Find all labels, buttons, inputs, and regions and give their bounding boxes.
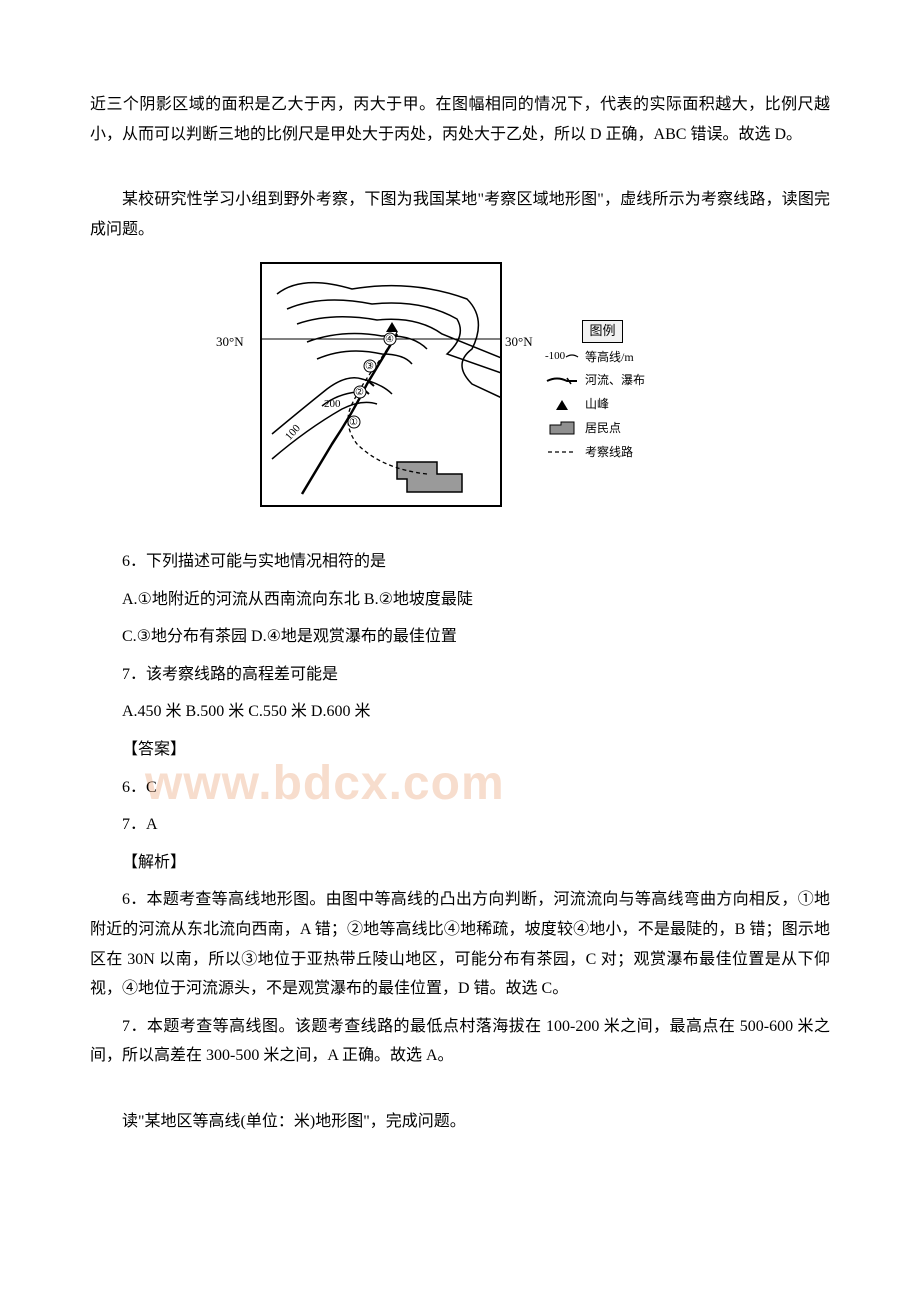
question-6: 6．下列描述可能与实地情况相符的是	[90, 547, 830, 577]
latitude-label-right: 30°N	[505, 330, 533, 354]
legend-route-text: 考察线路	[585, 444, 633, 461]
answer-7: 7．A	[90, 810, 830, 840]
explain-heading: 【解析】	[90, 848, 830, 878]
legend-river-text: 河流、瀑布	[585, 372, 645, 389]
map-contour-200: 200	[324, 394, 341, 414]
answer-heading: 【答案】	[90, 735, 830, 765]
legend-row-river: 河流、瀑布	[545, 372, 660, 389]
legend-contour-value: -100	[545, 349, 565, 364]
contour-icon: -100	[545, 349, 579, 365]
question-7-options: A.450 米 B.500 米 C.550 米 D.600 米	[90, 697, 830, 727]
river-icon	[545, 373, 579, 389]
legend-contour-text: 等高线/m	[585, 349, 634, 366]
explain-7: 7．本题考查等高线图。该题考查线路的最低点村落海拔在 100-200 米之间，最…	[90, 1012, 830, 1071]
map-point-4: ④	[385, 331, 394, 350]
figure-container: 30°N 30°N	[90, 252, 830, 547]
topographic-map-svg	[262, 264, 502, 507]
next-intro: 读"某地区等高线(单位：米)地形图"，完成问题。	[90, 1107, 830, 1137]
latitude-label-left: 30°N	[216, 330, 244, 354]
answer-6: 6．C	[90, 773, 830, 803]
explain-6: 6．本题考查等高线地形图。由图中等高线的凸出方向判断，河流流向与等高线弯曲方向相…	[90, 885, 830, 1003]
paragraph-top: 近三个阴影区域的面积是乙大于丙，丙大于甲。在图幅相同的情况下，代表的实际面积越大…	[90, 90, 830, 149]
question-6-options-line1: A.①地附近的河流从西南流向东北 B.②地坡度最陡	[90, 585, 830, 615]
map-legend: 图例 -100 等高线/m 河流、瀑布	[545, 320, 660, 467]
legend-title: 图例	[582, 320, 622, 342]
intro-paragraph-2: 某校研究性学习小组到野外考察，下图为我国某地"考察区域地形图"，虚线所示为考察线…	[90, 185, 830, 244]
legend-row-settlement: 居民点	[545, 420, 660, 437]
legend-row-peak: 山峰	[545, 396, 660, 413]
legend-settlement-text: 居民点	[585, 420, 621, 437]
legend-peak-text: 山峰	[585, 396, 609, 413]
map-point-1: ①	[349, 414, 358, 433]
question-7: 7．该考察线路的高程差可能是	[90, 660, 830, 690]
map-frame: ① ② ③ ④ 200 100	[260, 262, 502, 507]
question-6-options-line2: C.③地分布有茶园 D.④地是观赏瀑布的最佳位置	[90, 622, 830, 652]
route-icon	[545, 444, 579, 460]
legend-row-route: 考察线路	[545, 444, 660, 461]
peak-icon	[545, 397, 579, 413]
map-point-2: ②	[355, 384, 364, 403]
legend-row-contour: -100 等高线/m	[545, 349, 660, 366]
map-point-3: ③	[365, 358, 374, 377]
settlement-icon	[545, 420, 579, 436]
map-figure: 30°N 30°N	[260, 262, 660, 522]
